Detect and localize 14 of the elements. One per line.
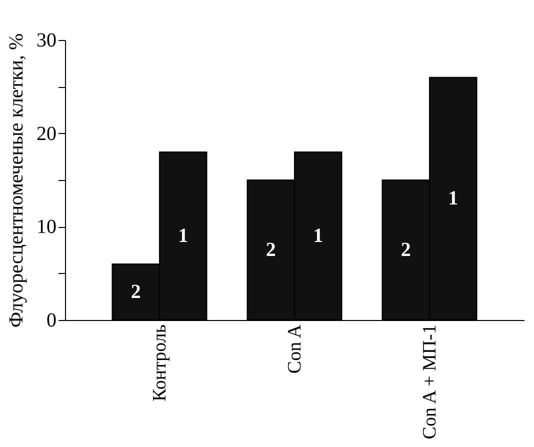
x-tick-label: Контроль <box>150 324 170 402</box>
text: 1 <box>448 188 458 210</box>
y-tick-label: 10 <box>36 216 56 238</box>
series-label: 1 <box>178 225 188 247</box>
x-tick-label: Con A + МП-1 <box>420 324 440 440</box>
text: 2 <box>400 239 411 261</box>
y-axis-title: Флуоресцентномеченые клетки, % <box>6 33 28 328</box>
series-label: 2 <box>130 281 141 303</box>
text: 1 <box>313 225 324 247</box>
y-tick-label: 20 <box>36 122 56 145</box>
y-tick-label: 30 <box>36 30 56 52</box>
y-tick-label: 0 <box>46 310 56 332</box>
x-tick-label: Con A <box>284 324 306 374</box>
text: 2 <box>266 239 276 261</box>
